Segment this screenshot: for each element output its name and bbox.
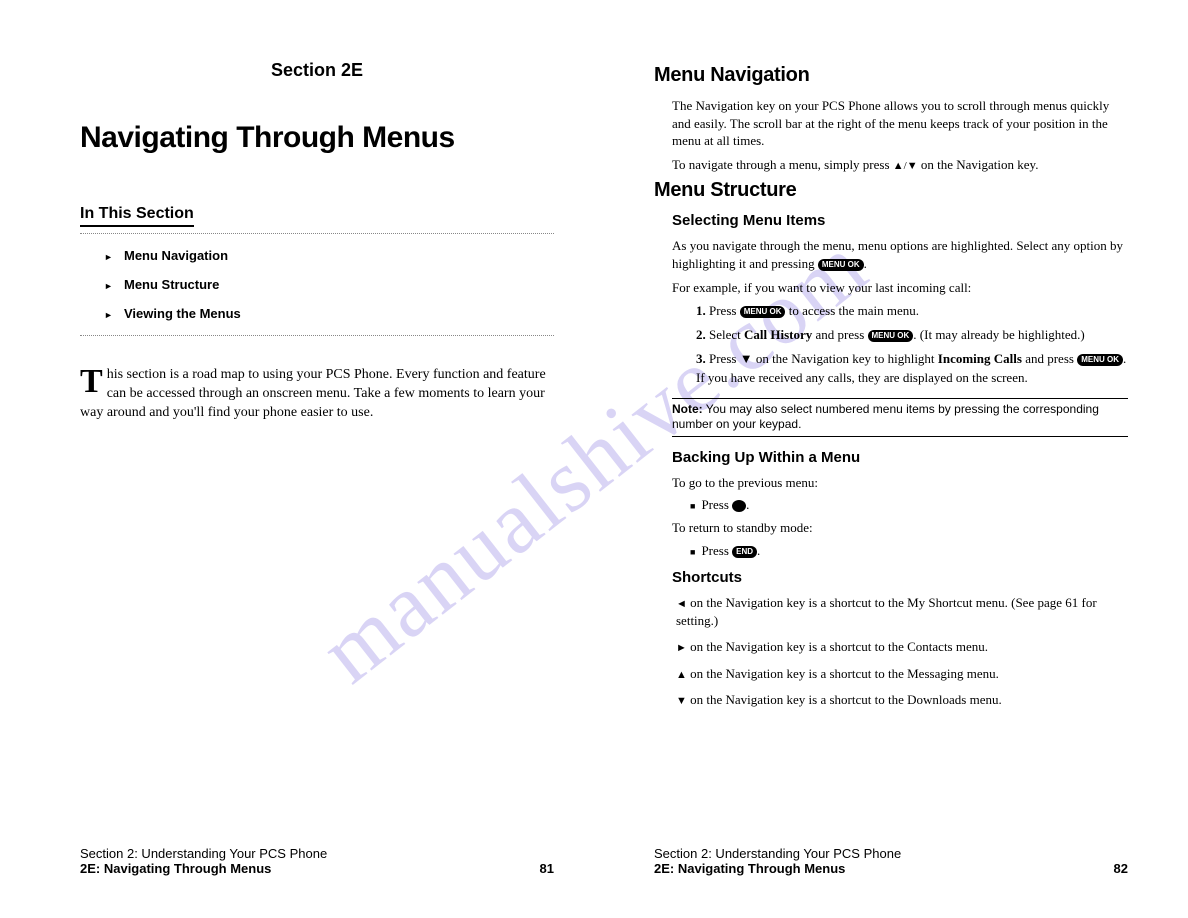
menu-ok-key-icon: MENU OK xyxy=(740,306,786,318)
footer-section: Section 2: Understanding Your PCS Phone xyxy=(80,846,554,861)
step-item: 1. Press MENU OK to access the main menu… xyxy=(696,302,1128,321)
dropcap: T xyxy=(80,366,107,396)
right-arrow-icon: ► xyxy=(676,642,687,654)
heading-menu-navigation: Menu Navigation xyxy=(654,64,1128,87)
end-key-icon: END xyxy=(732,546,757,558)
footer-section: Section 2: Understanding Your PCS Phone xyxy=(654,846,1128,861)
page-title: Navigating Through Menus xyxy=(80,121,554,155)
section-label: Section 2E xyxy=(80,60,554,81)
heading-selecting-items: Selecting Menu Items xyxy=(672,212,1128,229)
page-right: Menu Navigation The Navigation key on yo… xyxy=(594,0,1188,918)
footer-subsection: 2E: Navigating Through Menus xyxy=(654,861,845,876)
page-left: Section 2E Navigating Through Menus In T… xyxy=(0,0,594,918)
note-box: Note: You may also select numbered menu … xyxy=(672,398,1128,437)
paragraph: To navigate through a menu, simply press… xyxy=(672,156,1128,174)
steps-list: 1. Press MENU OK to access the main menu… xyxy=(696,302,1128,387)
shortcut-item: ◄ on the Navigation key is a shortcut to… xyxy=(676,594,1128,631)
toc-item: Menu Structure xyxy=(104,277,554,292)
left-arrow-icon: ◄ xyxy=(676,598,687,610)
toc-item: Viewing the Menus xyxy=(104,306,554,321)
footer-subsection: 2E: Navigating Through Menus xyxy=(80,861,271,876)
page-number: 81 xyxy=(540,861,554,876)
divider xyxy=(80,335,554,336)
intro-paragraph: This section is a road map to using your… xyxy=(80,366,554,423)
toc-list: Menu Navigation Menu Structure Viewing t… xyxy=(80,248,554,321)
bullet-item: Press . xyxy=(690,497,1128,513)
note-label: Note: xyxy=(672,402,703,416)
paragraph: To go to the previous menu: xyxy=(672,474,1128,492)
menu-ok-key-icon: MENU OK xyxy=(868,330,914,342)
menu-ok-key-icon: MENU OK xyxy=(1077,354,1123,366)
bullet-list: Press END. xyxy=(690,543,1128,559)
paragraph: For example, if you want to view your la… xyxy=(672,279,1128,297)
paragraph: The Navigation key on your PCS Phone all… xyxy=(672,97,1128,150)
heading-menu-structure: Menu Structure xyxy=(654,179,1128,202)
shortcut-item: ▼ on the Navigation key is a shortcut to… xyxy=(676,691,1128,709)
paragraph: As you navigate through the menu, menu o… xyxy=(672,237,1128,272)
heading-shortcuts: Shortcuts xyxy=(672,569,1128,586)
down-arrow-icon: ▼ xyxy=(676,695,687,707)
bullet-list: Press . xyxy=(690,497,1128,513)
heading-backing-up: Backing Up Within a Menu xyxy=(672,449,1128,466)
intro-text: his section is a road map to using your … xyxy=(80,367,546,420)
shortcuts-list: ◄ on the Navigation key is a shortcut to… xyxy=(676,594,1128,710)
up-arrow-icon: ▲ xyxy=(676,669,687,681)
divider xyxy=(80,233,554,234)
back-key-icon xyxy=(732,500,746,512)
page-spread: Section 2E Navigating Through Menus In T… xyxy=(0,0,1188,918)
page-footer: Section 2: Understanding Your PCS Phone … xyxy=(80,846,554,876)
bullet-item: Press END. xyxy=(690,543,1128,559)
toc-item: Menu Navigation xyxy=(104,248,554,263)
paragraph: To return to standby mode: xyxy=(672,519,1128,537)
menu-ok-key-icon: MENU OK xyxy=(818,259,864,271)
nav-arrows: ▲/▼ xyxy=(893,160,918,172)
page-number: 82 xyxy=(1114,861,1128,876)
shortcut-item: ▲ on the Navigation key is a shortcut to… xyxy=(676,665,1128,683)
page-footer: Section 2: Understanding Your PCS Phone … xyxy=(654,846,1128,876)
step-item: 3. Press ▼ on the Navigation key to high… xyxy=(696,350,1128,388)
step-item: 2. Select Call History and press MENU OK… xyxy=(696,326,1128,345)
in-this-section-heading: In This Section xyxy=(80,205,194,227)
shortcut-item: ► on the Navigation key is a shortcut to… xyxy=(676,638,1128,656)
note-text: You may also select numbered menu items … xyxy=(672,402,1099,432)
